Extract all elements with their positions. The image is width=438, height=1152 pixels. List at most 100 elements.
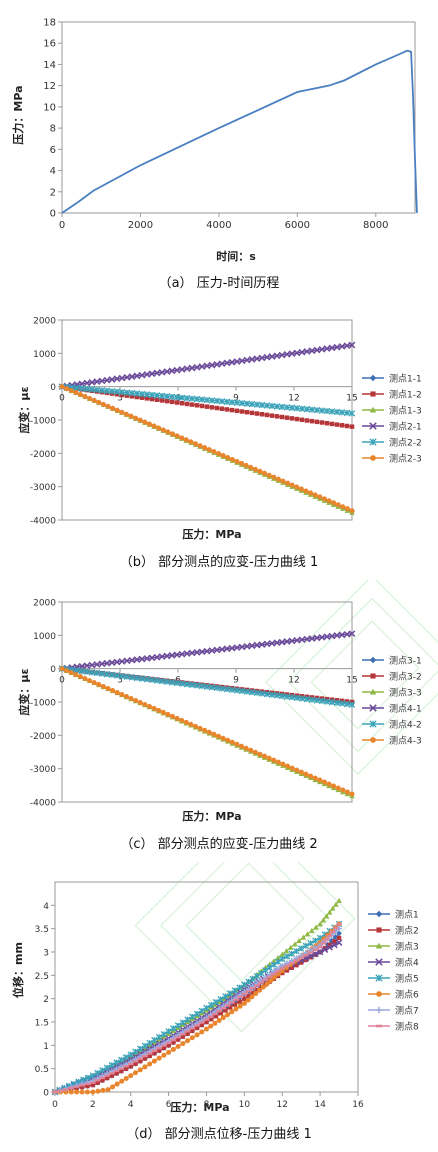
chart-c-point	[103, 659, 111, 667]
watermark	[134, 811, 356, 1033]
chart-d-point	[146, 1052, 153, 1055]
chart-d-series-8	[52, 922, 342, 1094]
chart-b-point	[234, 458, 240, 464]
chart-c-point	[308, 696, 316, 703]
chart-d-point	[212, 1012, 218, 1016]
chart-d-point	[152, 1050, 157, 1056]
chart-a-xtick-label: 4000	[206, 220, 231, 231]
chart-b-point	[91, 397, 97, 403]
chart-d-point	[166, 1049, 172, 1055]
chart-b-point	[173, 366, 181, 374]
chart-d-point	[170, 1025, 177, 1032]
chart-d-point	[266, 975, 273, 979]
chart-d-point	[275, 954, 281, 960]
chart-panel-d: 位移：mm 压力：MPa （d） 部分测点位移-压力曲线 1 0 0.5 1 1.5 2…	[0, 811, 438, 1148]
chart-a-xtick-label: 0	[59, 220, 65, 231]
chart-c-point	[252, 749, 258, 755]
chart-a-plot-frame	[61, 21, 416, 214]
chart-d-point	[170, 1038, 177, 1042]
chart-b-point	[133, 415, 139, 421]
chart-d-point	[284, 964, 290, 967]
chart-b-point	[254, 411, 260, 416]
chart-d-point	[114, 1081, 120, 1087]
chart-d-point	[185, 1031, 190, 1036]
chart-c-xtick-label: 3	[117, 676, 123, 686]
chart-b-xtick-label: 15	[346, 394, 357, 404]
chart-d-ytick-label: 0	[43, 1089, 49, 1099]
chart-b-point	[293, 349, 301, 357]
chart-b-point	[189, 402, 195, 407]
chart-d-point	[151, 1036, 158, 1044]
chart-d-point	[110, 1084, 116, 1090]
chart-b-point	[64, 386, 70, 392]
chart-d-point	[114, 1071, 119, 1076]
chart-d-point	[166, 1043, 171, 1048]
chart-b-point	[119, 409, 125, 415]
chart-c-caption: （c） 部分测点的应变-压力曲线 2	[120, 836, 317, 852]
chart-b-series-5	[58, 383, 356, 417]
chart-b-point	[87, 395, 93, 401]
chart-b-point	[244, 409, 250, 415]
chart-b-point	[151, 423, 157, 429]
chart-d-point	[336, 897, 342, 903]
chart-d-point	[175, 1036, 181, 1039]
chart-d-point	[132, 1060, 139, 1063]
chart-c-point	[188, 649, 196, 657]
chart-d-point	[105, 1087, 111, 1093]
chart-d-point	[249, 987, 256, 990]
chart-c-point	[178, 680, 186, 687]
chart-d-point	[241, 1000, 247, 1006]
chart-c-point	[208, 684, 216, 691]
chart-b-point	[329, 421, 335, 427]
chart-d-point	[79, 1084, 85, 1087]
chart-b-point	[188, 364, 196, 372]
chart-d-point	[270, 961, 278, 968]
chart-d-point	[216, 1009, 222, 1013]
chart-c-point	[335, 785, 341, 791]
chart-d-xlabel: 压力：MPa	[170, 1100, 229, 1114]
chart-c-point	[206, 729, 212, 735]
chart-b-point	[317, 494, 323, 500]
chart-b-point	[88, 379, 96, 386]
chart-d-point	[160, 1030, 168, 1038]
chart-b-point	[77, 392, 83, 398]
chart-c-point	[148, 654, 156, 662]
chart-c-point	[338, 631, 346, 639]
chart-d-legend-marker	[375, 958, 383, 966]
chart-b-point	[137, 417, 143, 423]
chart-b-point	[197, 443, 203, 449]
chart-d-point	[283, 953, 291, 960]
chart-d-point	[113, 1069, 120, 1073]
chart-d-point	[245, 997, 251, 1003]
chart-b-point	[229, 456, 235, 463]
chart-d-point	[228, 1001, 235, 1004]
chart-a-svg: 压力：MPa 时间：s （a） 压力-时间历程 0 2 4 6 8 10 12 14 16 18 0…	[11, 18, 418, 291]
chart-d-point	[184, 1030, 191, 1033]
chart-b-point	[203, 362, 211, 370]
chart-d-point	[79, 1084, 85, 1090]
chart-c-point	[313, 634, 321, 642]
chart-b-point	[225, 455, 231, 461]
chart-c-point	[263, 690, 271, 698]
chart-d-point	[132, 1048, 139, 1056]
chart-a-series-1	[61, 49, 418, 214]
chart-d-legend-marker	[375, 910, 383, 918]
chart-c-point	[243, 745, 249, 751]
chart-b-point	[168, 367, 176, 375]
chart-d-legend-marker	[375, 1024, 383, 1028]
chart-d-point	[271, 958, 277, 964]
chart-b-point	[268, 353, 276, 360]
chart-d-point	[137, 1057, 144, 1060]
chart-d-point	[313, 924, 319, 930]
chart-d-point	[199, 1029, 205, 1035]
chart-d-point	[161, 1044, 167, 1047]
chart-d-svg: 位移：mm 压力：MPa （d） 部分测点位移-压力曲线 1 0 0.5 1 1.5 2…	[11, 811, 419, 1142]
chart-c-point	[328, 632, 336, 640]
chart-d-xtick-label: 8	[204, 1100, 210, 1110]
chart-d-point	[268, 977, 274, 983]
chart-d-point	[95, 1088, 101, 1094]
chart-d-point	[137, 1067, 143, 1073]
chart-b-point	[169, 431, 175, 437]
chart-d-point	[336, 935, 342, 941]
chart-b-point	[280, 478, 286, 484]
